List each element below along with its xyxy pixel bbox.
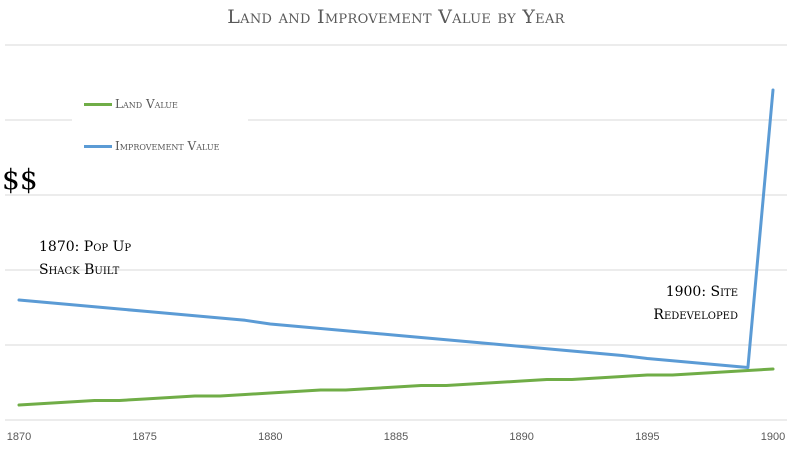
legend-swatch-improvement-value — [84, 144, 112, 148]
y-axis-label: $$ — [2, 163, 38, 196]
annotation-site-redeveloped: 1900: Site Redeveloped — [600, 281, 738, 327]
legend-swatch-land-value — [84, 102, 112, 106]
chart-title: Land and Improvement Value by Year — [227, 6, 565, 28]
x-tick-label: 1895 — [635, 431, 659, 443]
series-line-improvement-value — [17, 88, 775, 369]
annotation-line: Shack Built — [39, 262, 120, 278]
series-lines — [17, 88, 775, 407]
x-tick-label: 1870 — [7, 431, 31, 443]
series-line-land-value — [17, 367, 775, 407]
legend: Land Value Improvement Value — [72, 80, 248, 172]
legend-label-improvement-value: Improvement Value — [115, 139, 220, 153]
x-tick-label: 1880 — [258, 431, 282, 443]
annotation-line: Redeveloped — [653, 307, 738, 323]
annotation-shack-built: 1870: Pop Up Shack Built — [39, 236, 131, 282]
legend-item-land-value: Land Value — [84, 94, 178, 114]
annotation-line: 1870: Pop Up — [39, 239, 132, 255]
x-tick-label: 1875 — [132, 431, 156, 443]
legend-label-land-value: Land Value — [115, 97, 178, 111]
x-axis-ticks: 1870 1875 1880 1885 1890 1895 1900 — [7, 431, 785, 443]
x-tick-label: 1890 — [509, 431, 533, 443]
annotation-line: 1900: Site — [665, 284, 738, 300]
legend-item-improvement-value: Improvement Value — [84, 136, 219, 156]
x-tick-label: 1900 — [761, 431, 785, 443]
x-tick-label: 1885 — [384, 431, 408, 443]
